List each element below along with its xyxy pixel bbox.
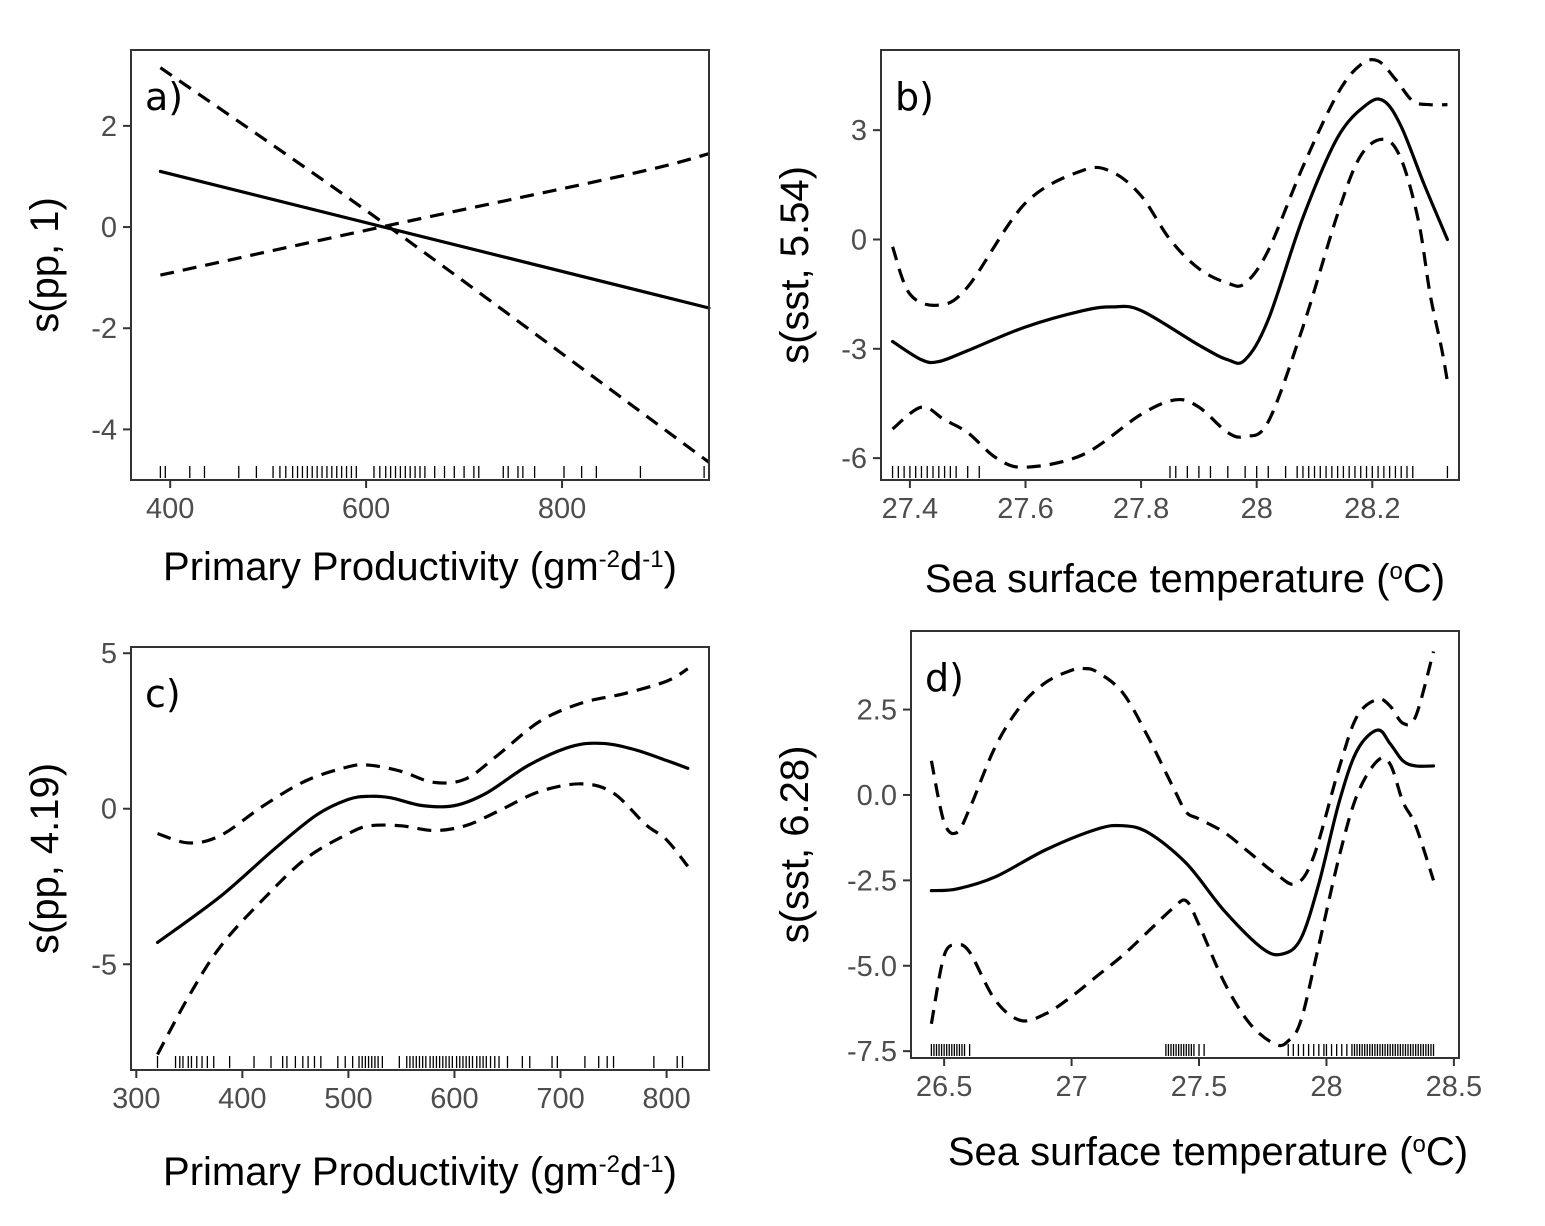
y-axis-title: s(pp, 1) <box>23 197 67 333</box>
fitted-smooth-line <box>158 169 711 310</box>
y-tick-label: 3 <box>851 115 867 147</box>
x-tick-label: 26.5 <box>916 1071 972 1103</box>
upper-confidence-line <box>929 651 1436 886</box>
fitted-smooth-line <box>890 97 1450 365</box>
y-tick-label: 0.0 <box>857 780 897 812</box>
x-tick-label: 28 <box>1241 493 1273 525</box>
panel-b: 27.4 27.6 27.8 28 28.2 3 0 -3 -6 b) s(sst, 5.54) Se… <box>773 49 1460 601</box>
panel-c: 300 400 500 600 700 800 5 0 -5 c) s(pp, 4.19) Prima… <box>23 638 710 1194</box>
y-tick-label: 0 <box>101 212 117 244</box>
x-axis-title: Primary Productivity (gm-2d-1) <box>163 1150 677 1194</box>
panel-label: b) <box>895 75 934 119</box>
fitted-smooth-line <box>929 728 1436 957</box>
x-tick-label: 500 <box>324 1083 372 1115</box>
x-tick-label: 800 <box>642 1083 690 1115</box>
plot-frame <box>880 49 1460 481</box>
y-tick-label: 0 <box>101 794 117 826</box>
x-axis-title: Primary Productivity (gm-2d-1) <box>163 545 677 589</box>
y-axis-title: s(pp, 4.19) <box>23 763 67 954</box>
x-tick-label: 27.4 <box>882 493 938 525</box>
panel-label: d) <box>925 656 964 700</box>
y-axis-title: s(sst, 6.28) <box>773 746 817 944</box>
x-tick-label: 700 <box>536 1083 584 1115</box>
x-tick-label: 400 <box>146 493 194 525</box>
y-tick-label: -5.0 <box>847 951 897 983</box>
y-tick-label: 0 <box>851 224 867 256</box>
x-tick-label: 28 <box>1310 1071 1342 1103</box>
upper-confidence-line <box>891 57 1448 307</box>
rug-marks <box>930 1044 1435 1056</box>
y-tick-label: -6 <box>841 443 867 475</box>
lower-confidence-line <box>156 782 690 1056</box>
y-tick-label: 5 <box>101 638 117 670</box>
rug-marks <box>891 466 1449 478</box>
x-tick-label: 600 <box>430 1083 478 1115</box>
x-tick-label: 27.8 <box>1113 493 1169 525</box>
panel-a: 400 600 800 2 0 -2 -4 a) s(pp, 1) Primary Product… <box>23 49 711 589</box>
y-tick-label: -7.5 <box>847 1036 897 1068</box>
plot-frame <box>910 630 1460 1059</box>
lower-confidence-line <box>929 756 1436 1048</box>
x-tick-label: 27.5 <box>1171 1071 1227 1103</box>
panel-d: 26.5 27 27.5 28 28.5 2.5 0.0 -2.5 -5.0 -7.5 d) s(ss… <box>773 630 1482 1174</box>
fitted-smooth-line <box>155 741 690 945</box>
y-tick-label: -5 <box>91 949 117 981</box>
rug-marks <box>159 466 705 478</box>
plot-frame <box>130 646 710 1071</box>
y-tick-label: -2.5 <box>847 865 897 897</box>
upper-confidence-line <box>157 667 689 845</box>
plot-frame <box>130 49 710 481</box>
x-tick-label: 800 <box>538 493 586 525</box>
panel-label: c) <box>145 672 181 716</box>
y-tick-label: -3 <box>841 334 867 366</box>
x-axis-title: Sea surface temperature (oC) <box>948 1130 1468 1174</box>
x-tick-label: 600 <box>342 493 390 525</box>
y-tick-label: 2.5 <box>857 695 897 727</box>
x-tick-label: 400 <box>218 1083 266 1115</box>
lower-confidence-line <box>160 152 710 277</box>
x-tick-label: 300 <box>112 1083 160 1115</box>
lower-confidence-line <box>891 137 1450 469</box>
x-tick-label: 28.5 <box>1426 1071 1482 1103</box>
x-tick-label: 27.6 <box>997 493 1053 525</box>
x-tick-label: 28.2 <box>1344 493 1400 525</box>
upper-confidence-line <box>159 66 710 464</box>
rug-marks <box>156 1056 684 1068</box>
y-axis-title: s(sst, 5.54) <box>773 166 817 364</box>
y-tick-label: 2 <box>101 111 117 143</box>
y-tick-label: -4 <box>91 414 117 446</box>
x-tick-label: 27 <box>1055 1071 1087 1103</box>
panel-label: a) <box>145 75 183 119</box>
y-tick-label: -2 <box>91 313 117 345</box>
x-axis-title: Sea surface temperature (oC) <box>925 557 1445 601</box>
